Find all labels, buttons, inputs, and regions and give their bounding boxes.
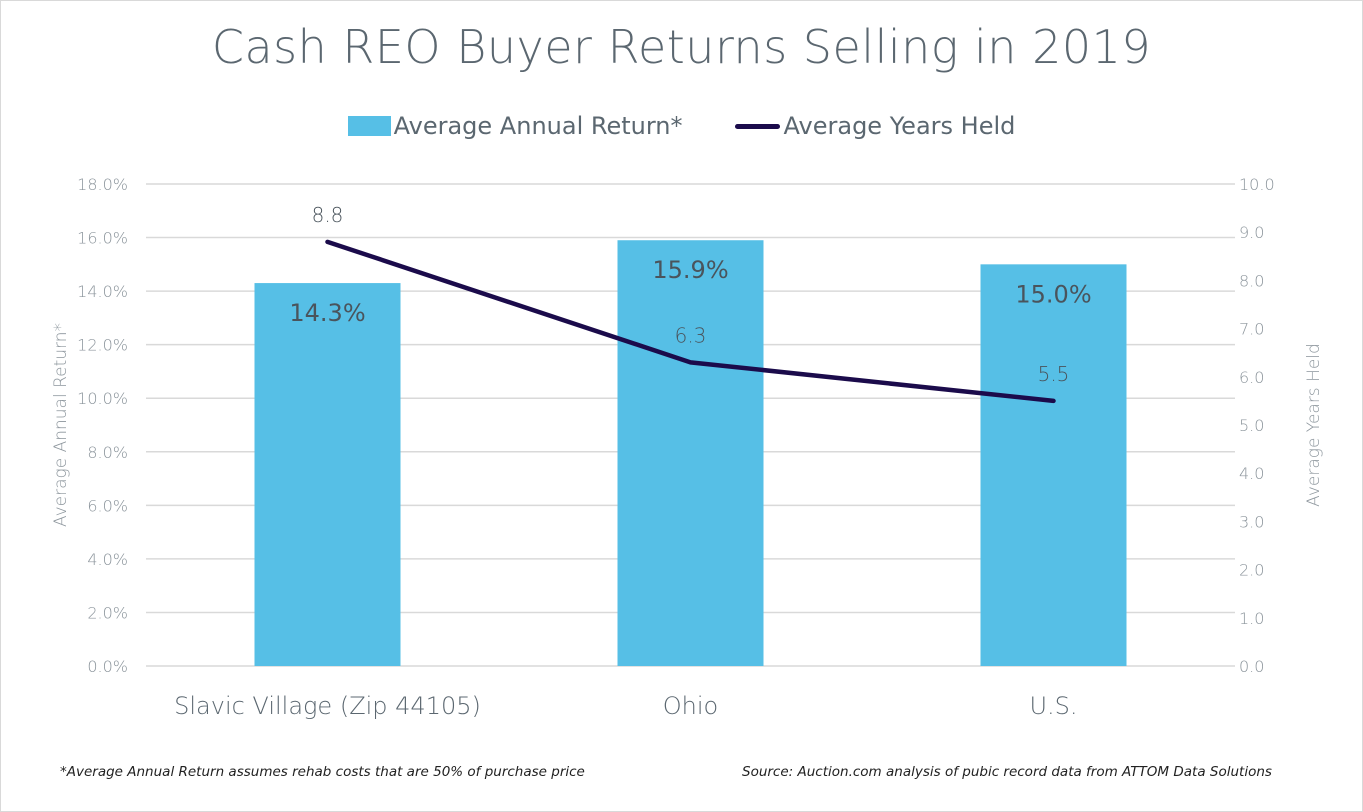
x-tick-label: Ohio [663,692,718,720]
y2-tick-label: 6.0 [1239,368,1264,387]
y-tick-label: 0.0% [87,657,128,676]
y-tick-label: 16.0% [77,229,128,248]
y-tick-label: 12.0% [77,336,128,355]
line-path [325,239,1056,404]
line-data-label: 5.5 [1038,362,1070,386]
y-tick-label: 2.0% [87,603,128,622]
line-data-label: 6.3 [675,323,707,347]
y2-tick-label: 5.0 [1239,416,1264,435]
y-tick-label: 18.0% [77,175,128,194]
y2-tick-label: 8.0 [1239,271,1264,290]
y2-tick-label: 3.0 [1239,512,1264,531]
line-series: 8.8 6.3 5.5 [312,203,1070,404]
footnote-source: Source: Auction.com analysis of pubic re… [742,764,1272,780]
y-axis-right-title: Average Years Held [1304,343,1324,507]
x-tick-label: Slavic Village (Zip 44105) [174,692,481,720]
legend: Average Annual Return* Average Years Hel… [0,112,1363,140]
bar [980,264,1127,666]
y-tick-label: 8.0% [87,443,128,462]
y-axis-left-title: Average Annual Return* [51,323,71,527]
y-tick-label: 4.0% [87,550,128,569]
y-tick-label: 6.0% [87,496,128,515]
bar-data-label: 14.3% [289,299,365,327]
legend-label-years: Average Years Held [783,112,1016,140]
legend-item-years: Average Years Held [734,112,1016,140]
x-axis: Slavic Village (Zip 44105) Ohio U.S. [174,692,1077,720]
footnote-rehab: *Average Annual Return assumes rehab cos… [60,764,585,780]
bar [254,283,401,666]
y2-tick-label: 10.0 [1239,175,1275,194]
y-tick-label: 14.0% [77,282,128,301]
legend-swatch-line [734,123,780,129]
y2-tick-label: 7.0 [1239,320,1264,339]
x-tick-label: U.S. [1029,692,1077,720]
y-tick-label: 10.0% [77,389,128,408]
legend-item-return: Average Annual Return* [347,112,683,140]
y2-tick-label: 2.0 [1239,561,1264,580]
y2-tick-label: 4.0 [1239,464,1264,483]
y2-tick-label: 0.0 [1239,657,1264,676]
bar-data-label: 15.0% [1015,280,1091,308]
legend-swatch-bar [347,116,391,136]
y-axis-right: 0.0 1.0 2.0 3.0 4.0 5.0 6.0 7.0 8.0 9.0 10.0 [1239,175,1275,676]
y2-tick-label: 1.0 [1239,609,1264,628]
y-axis-left: 0.0% 2.0% 4.0% 6.0% 8.0% 10.0% 12.0% 14.0% 16.0%… [77,175,128,676]
bar [617,240,764,666]
bar-series: 14.3% 15.9% 15.0% [254,240,1127,666]
line-data-label: 8.8 [312,203,344,227]
bar-data-label: 15.9% [652,256,728,284]
y2-tick-label: 9.0 [1239,223,1264,242]
legend-label-return: Average Annual Return* [393,112,683,140]
chart-title: Cash REO Buyer Returns Selling in 2019 [211,20,1152,74]
